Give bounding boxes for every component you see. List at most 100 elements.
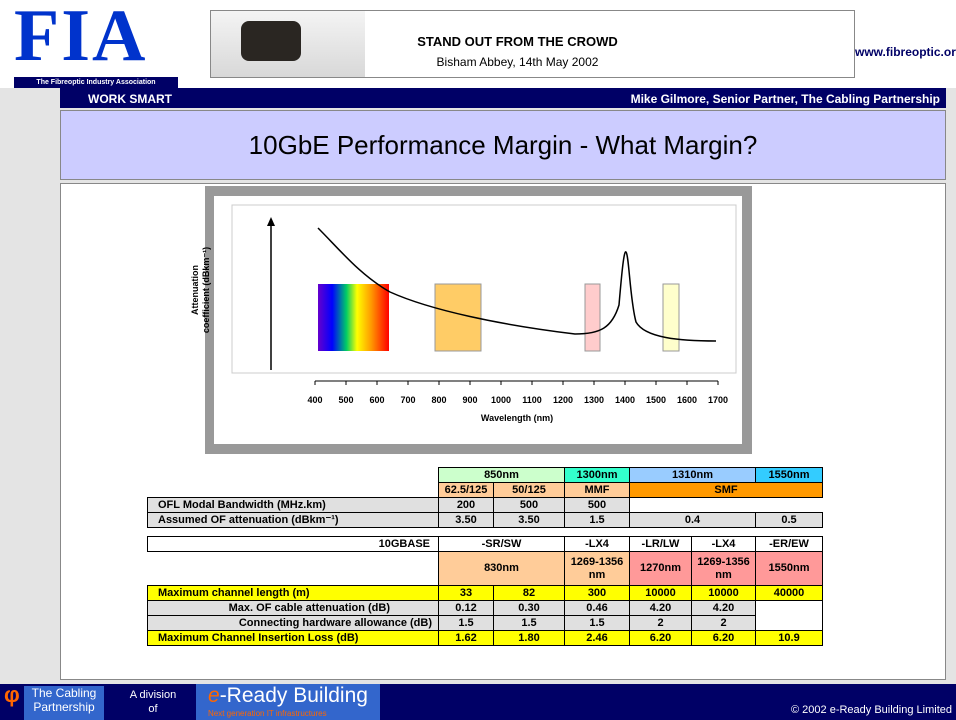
cell: 2.46 (564, 630, 630, 646)
cell: SMF (629, 482, 823, 498)
footer (0, 684, 956, 720)
cell: 82 (493, 585, 565, 601)
cell: 62.5/125 (438, 482, 494, 498)
brand-box (196, 684, 380, 720)
cell: 1310nm (629, 467, 756, 483)
spec-table: 850nm 1300nm 1310nm 1550nm 62.5/125 50/125 MM… (147, 467, 823, 646)
cell: 1550nm (755, 551, 823, 586)
band-1550 (662, 283, 680, 352)
x-tick-label: 1300 (584, 395, 604, 405)
arrow-head (267, 217, 275, 226)
bar-right: Mike Gilmore, Senior Partner, The Cablin… (630, 92, 940, 106)
footer-symbol: φ (4, 682, 20, 707)
x-tick-label: 400 (307, 395, 322, 405)
cell: 10000 (629, 585, 692, 601)
footer-text: A division (129, 689, 177, 701)
cell: 500 (493, 497, 565, 513)
row-label: Max. OF cable attenuation (dB) (147, 600, 439, 616)
row-label: OFL Modal Bandwidth (MHz.km) (147, 497, 439, 513)
division: A division of (128, 688, 178, 716)
x-tick-label: 700 (400, 395, 415, 405)
y-label: Attenuation (190, 265, 200, 315)
banner-title: STAND OUT FROM THE CROWD (417, 34, 618, 49)
plot-area (231, 204, 737, 374)
row-label: Maximum channel length (m) (147, 585, 439, 601)
cell: -SR/SW (438, 536, 565, 552)
bar-left: WORK SMART (88, 92, 172, 106)
row-label: Maximum Channel Insertion Loss (dB) (147, 630, 439, 646)
cell: -LX4 (691, 536, 756, 552)
cell: -ER/EW (755, 536, 823, 552)
cell: MMF (564, 482, 630, 498)
cell: 500 (564, 497, 630, 513)
cell: 200 (438, 497, 494, 513)
cell: 1.80 (493, 630, 565, 646)
cell: 1.5 (493, 615, 565, 631)
footer-text: Partnership (33, 700, 95, 714)
x-label: Wavelength (nm) (481, 413, 553, 423)
attenuation-curve (317, 227, 717, 342)
cell: 3.50 (493, 512, 565, 528)
cell: 1269-1356 nm (691, 551, 756, 586)
brand-e: e (208, 684, 220, 707)
slide-title: 10GbE Performance Margin - What Margin? (60, 110, 946, 180)
cell: 300 (564, 585, 630, 601)
cell: 1.5 (438, 615, 494, 631)
cell: 1270nm (629, 551, 692, 586)
x-tick-label: 1400 (615, 395, 635, 405)
cell: 33 (438, 585, 494, 601)
cell: 2 (691, 615, 756, 631)
brand: e-Ready Building (208, 684, 368, 708)
footer-text: The Cabling (31, 686, 97, 700)
x-tick-label: 1700 (708, 395, 728, 405)
x-tick-label: 500 (338, 395, 353, 405)
banner-subtitle: Bisham Abbey, 14th May 2002 (436, 55, 599, 69)
row-label: Connecting hardware allowance (dB) (147, 615, 439, 631)
cell: 830nm (438, 551, 565, 586)
x-tick-label: 1200 (553, 395, 573, 405)
cell: 1.62 (438, 630, 494, 646)
cell: 1.5 (564, 512, 630, 528)
row-label: 10GBASE (147, 536, 439, 552)
x-tick-label: 1500 (646, 395, 666, 405)
cell: -LR/LW (629, 536, 692, 552)
banner-photo (211, 11, 365, 77)
x-tick-label: 900 (462, 395, 477, 405)
cell: 4.20 (691, 600, 756, 616)
band-1300 (584, 283, 601, 352)
cell: 6.20 (691, 630, 756, 646)
x-tick-label: 600 (369, 395, 384, 405)
cell: 0.46 (564, 600, 630, 616)
cell: -LX4 (564, 536, 630, 552)
cell: 1550nm (755, 467, 823, 483)
cell: 0.5 (755, 512, 823, 528)
cell: 10000 (691, 585, 756, 601)
x-tick-label: 800 (431, 395, 446, 405)
cell: 10.9 (755, 630, 823, 646)
x-tick-label: 1000 (491, 395, 511, 405)
cell: 850nm (438, 467, 565, 483)
website[interactable]: www.fibreoptic.org.uk (855, 45, 956, 59)
cell: 4.20 (629, 600, 692, 616)
cell: 0.12 (438, 600, 494, 616)
band-visible (318, 284, 389, 351)
y-label: coefficient (dBkm⁻¹) (201, 247, 211, 333)
cell: 40000 (755, 585, 823, 601)
cell: 1300nm (564, 467, 630, 483)
x-tick-label: 1600 (677, 395, 697, 405)
tagline: Next generation IT infrastructures (208, 709, 327, 718)
row-label: Assumed OF attenuation (dBkm⁻¹) (147, 512, 439, 528)
copyright: © 2002 e-Ready Building Limited (791, 704, 952, 716)
info-bar (60, 88, 946, 108)
logo-subtitle: The Fibreoptic Industry Association (14, 77, 178, 88)
brand-name: -Ready Building (219, 684, 368, 707)
footer-text: of (148, 703, 158, 715)
cell: 6.20 (629, 630, 692, 646)
cell: 2 (629, 615, 692, 631)
cell: 3.50 (438, 512, 494, 528)
logo: FIA (14, 0, 148, 77)
cell: 0.4 (629, 512, 756, 528)
partnership: The Cabling Partnership (24, 686, 104, 720)
